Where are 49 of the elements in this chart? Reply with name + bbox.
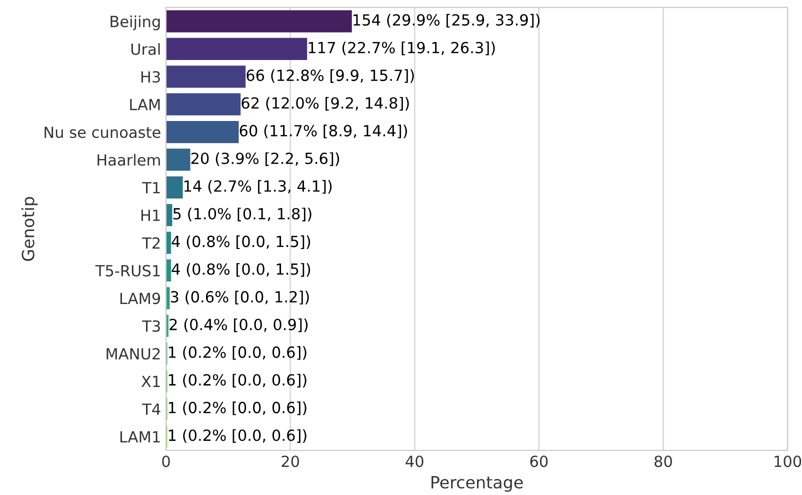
data-label: 3 (0.6% [0.0, 1.2]) bbox=[170, 290, 309, 304]
data-label: 4 (0.8% [0.0, 1.5]) bbox=[172, 235, 310, 250]
y-tick-label: H1 bbox=[141, 210, 160, 221]
y-tick-label: LAM9 bbox=[120, 292, 160, 304]
y-tick-label: T4 bbox=[142, 404, 160, 415]
data-label: 14 (2.7% [1.3, 4.1]) bbox=[184, 180, 332, 194]
x-tick-label: 0 bbox=[162, 456, 170, 468]
bar bbox=[166, 66, 246, 88]
y-tick-label: Nu se cunoaste bbox=[44, 126, 160, 138]
data-label: 20 (3.9% [2.2, 5.6]) bbox=[191, 152, 340, 166]
data-label: 154 (29.9% [25.9, 33.9]) bbox=[354, 14, 540, 28]
y-tick-label: T1 bbox=[142, 182, 160, 194]
x-axis-title: Percentage bbox=[432, 476, 523, 492]
y-tick-label: LAM1 bbox=[120, 431, 160, 442]
data-label: 4 (0.8% [0.0, 1.5]) bbox=[172, 263, 310, 277]
x-tick-label: 80 bbox=[654, 456, 672, 468]
bar bbox=[166, 232, 171, 254]
x-tick-label: 60 bbox=[530, 456, 548, 468]
data-label: 1 (0.2% [0.0, 0.6]) bbox=[168, 429, 306, 443]
bar bbox=[166, 38, 308, 60]
data-label: 5 (1.0% [0.1, 1.8]) bbox=[173, 208, 312, 222]
y-tick-label: T5-RUS1 bbox=[95, 264, 160, 276]
data-label: 1 (0.2% [0.0, 0.6]) bbox=[168, 402, 306, 416]
y-tick-label: Haarlem bbox=[98, 154, 160, 166]
y-tick-label: H3 bbox=[141, 71, 160, 83]
data-label: 117 (22.7% [19.1, 26.3]) bbox=[308, 42, 495, 56]
data-label: 66 (12.8% [9.9, 15.7]) bbox=[246, 69, 414, 83]
bar bbox=[166, 148, 190, 171]
y-tick-label: Beijing bbox=[110, 15, 160, 30]
bar bbox=[166, 176, 183, 198]
bar bbox=[166, 10, 352, 32]
data-label: 60 (11.7% [8.9, 14.4]) bbox=[240, 124, 407, 138]
data-label: 2 (0.4% [0.0, 0.9]) bbox=[170, 318, 308, 332]
x-tick-label: 20 bbox=[282, 456, 300, 468]
bar bbox=[166, 120, 239, 144]
y-tick-label: LAM bbox=[130, 99, 160, 110]
x-tick-label: 100 bbox=[774, 456, 802, 468]
y-axis-title: Genotip bbox=[21, 197, 38, 261]
y-tick-label: MANU2 bbox=[106, 348, 160, 360]
y-tick-label: T2 bbox=[142, 237, 160, 249]
y-tick-label: X1 bbox=[141, 376, 160, 388]
data-label: 1 (0.2% [0.0, 0.6]) bbox=[168, 374, 306, 388]
bar bbox=[166, 259, 171, 282]
data-label: 62 (12.0% [9.2, 14.8]) bbox=[242, 96, 409, 111]
y-tick-label: Ural bbox=[131, 43, 160, 55]
data-label: 1 (0.2% [0.0, 0.6]) bbox=[168, 346, 306, 360]
bar bbox=[166, 93, 241, 116]
x-tick-label: 40 bbox=[406, 456, 424, 468]
y-tick-label: T3 bbox=[142, 320, 160, 332]
